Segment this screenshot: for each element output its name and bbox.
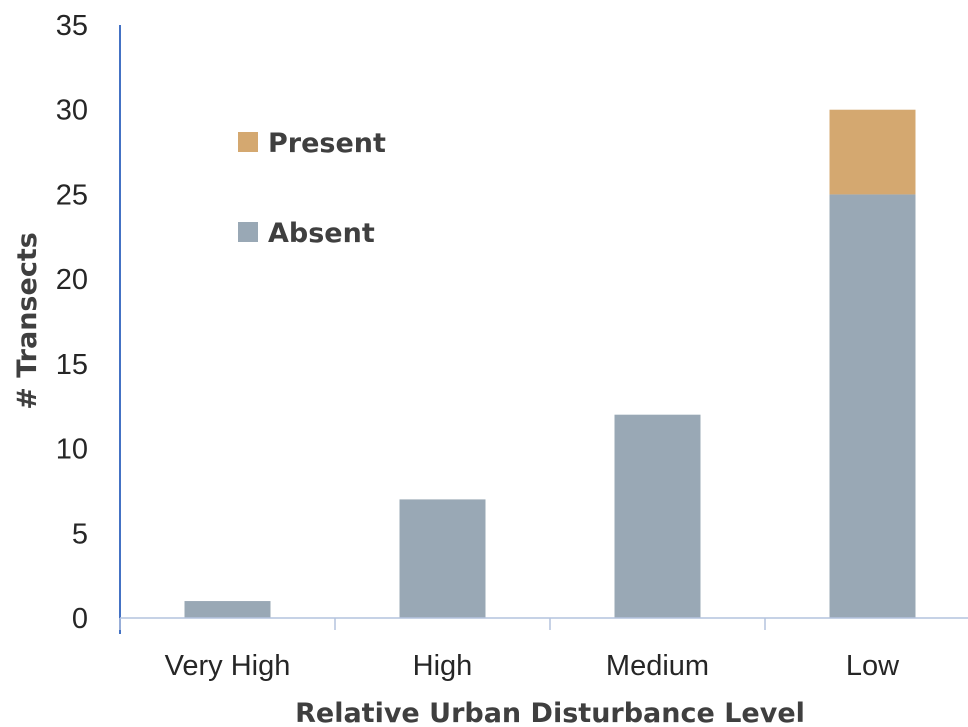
y-tick-label: 35	[56, 10, 88, 42]
legend-swatch-absent	[238, 222, 258, 242]
y-tick-label: 25	[56, 179, 88, 211]
x-axis-labels: Very High High Medium Low	[165, 650, 901, 682]
x-axis-title: Relative Urban Disturbance Level	[295, 698, 805, 727]
y-axis-title: # Transects	[12, 232, 43, 410]
y-tick-label: 5	[72, 518, 88, 550]
legend: Present Absent	[238, 128, 386, 249]
y-axis-ticks: 0 5 10 15 20 25 30 35	[56, 10, 88, 635]
bar-absent-medium	[614, 414, 701, 618]
bar-absent-high	[399, 499, 486, 618]
x-tick-label: High	[413, 650, 473, 682]
bar-present-low	[829, 109, 916, 195]
legend-label-present: Present	[268, 128, 386, 159]
legend-label-absent: Absent	[268, 218, 375, 249]
y-tick-label: 15	[56, 349, 88, 381]
x-tick-label: Low	[846, 650, 900, 682]
bar-absent-low	[829, 194, 916, 618]
bar-absent-very-high	[184, 601, 271, 618]
x-tick-label: Very High	[165, 650, 291, 682]
y-tick-label: 0	[72, 603, 88, 635]
y-tick-label: 20	[56, 264, 88, 296]
x-tick-label: Medium	[606, 650, 709, 682]
bars	[184, 109, 916, 618]
y-tick-label: 10	[56, 434, 88, 466]
x-axis-ticks	[119, 618, 766, 630]
legend-swatch-present	[238, 132, 258, 152]
y-tick-label: 30	[56, 95, 88, 127]
